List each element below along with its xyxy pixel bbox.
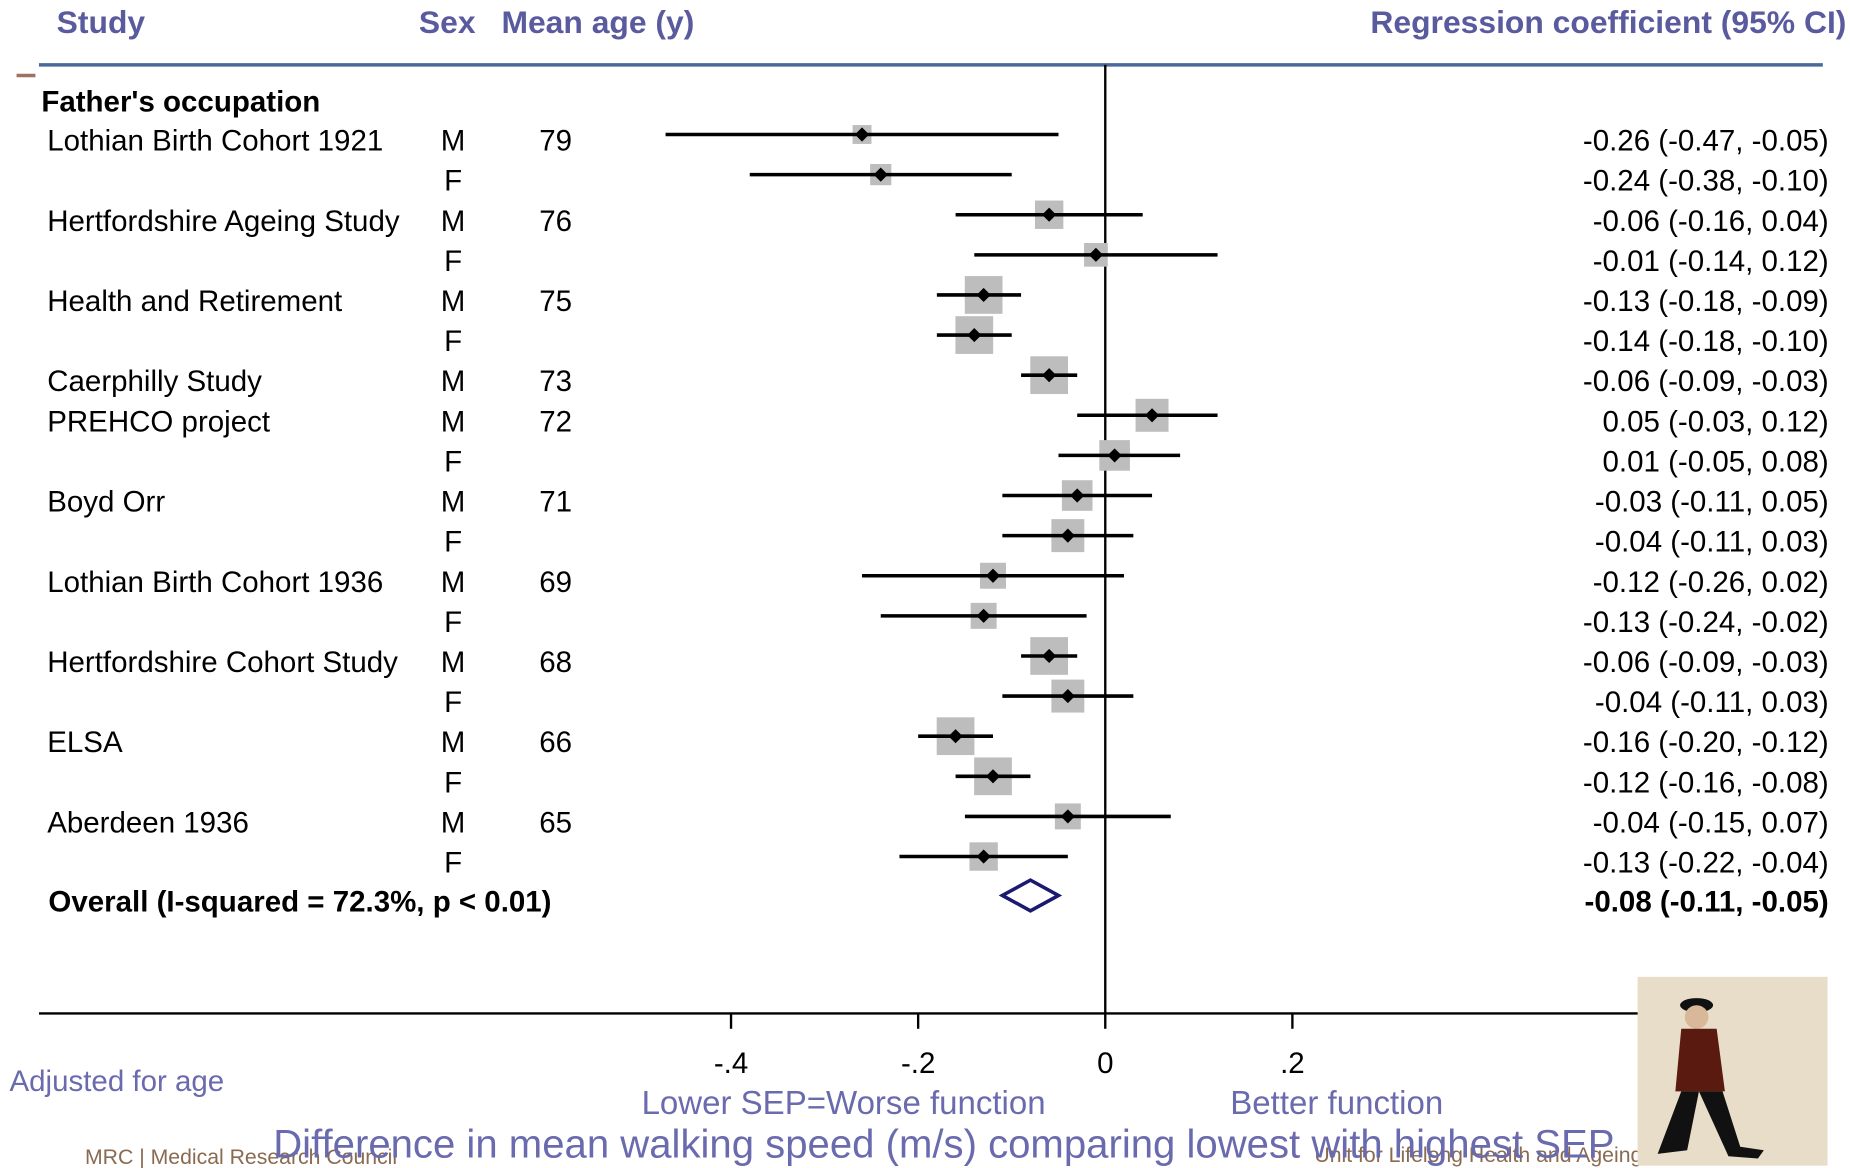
sex: F [444, 325, 462, 358]
section-title: Father's occupation [41, 86, 320, 119]
sex: M [441, 125, 466, 158]
sex: M [441, 726, 466, 759]
left-note: Lower SEP=Worse function [642, 1084, 1046, 1121]
sex: F [444, 445, 462, 478]
study-name: Lothian Birth Cohort 1936 [47, 566, 383, 599]
estimate-label: -0.06 (-0.09, -0.03) [1583, 365, 1829, 398]
estimate-label: -0.06 (-0.09, -0.03) [1583, 646, 1829, 679]
estimate-label: -0.13 (-0.18, -0.09) [1583, 285, 1829, 318]
sex: F [444, 847, 462, 880]
footer-left: MRC | Medical Research Council [85, 1146, 397, 1168]
mean-age: 73 [539, 365, 572, 398]
sex: F [444, 766, 462, 799]
point-estimate [1070, 488, 1085, 503]
footer-right: Unit for Lifelong Health and Ageing [1314, 1144, 1642, 1167]
x-tick-label: .2 [1280, 1047, 1305, 1080]
sex: M [441, 365, 466, 398]
header-age: Mean age (y) [501, 4, 694, 40]
sex: F [444, 165, 462, 198]
point-estimate [1060, 809, 1075, 824]
illustration [1637, 976, 1828, 1166]
mean-age: 79 [539, 125, 572, 158]
point-estimate [1088, 247, 1103, 262]
estimate-label: 0.01 (-0.05, 0.08) [1603, 445, 1829, 478]
sex: M [441, 486, 466, 519]
point-estimate [854, 127, 870, 142]
right-note: Better function [1230, 1084, 1443, 1121]
header-study: Study [57, 4, 146, 40]
point-estimate [1060, 689, 1075, 704]
estimate-label: -0.06 (-0.16, 0.04) [1593, 205, 1829, 238]
study-name: Aberdeen 1936 [47, 806, 249, 839]
sex: M [441, 285, 466, 318]
mean-age: 75 [539, 285, 572, 318]
estimate-label: -0.24 (-0.38, -0.10) [1583, 165, 1829, 198]
estimate-label: -0.16 (-0.20, -0.12) [1583, 726, 1829, 759]
x-axis-title: Difference in mean walking speed (m/s) c… [273, 1122, 1614, 1166]
study-name: Hertfordshire Cohort Study [47, 646, 398, 679]
point-estimate [976, 608, 991, 623]
point-estimate [1060, 528, 1075, 543]
header-estimate: Regression coefficient (95% CI) [1370, 4, 1846, 40]
header-sex: Sex [419, 4, 476, 40]
mean-age: 76 [539, 205, 572, 238]
study-name: Caerphilly Study [47, 365, 262, 398]
mean-age: 69 [539, 566, 572, 599]
point-estimate [985, 568, 1001, 583]
mean-age: 68 [539, 646, 572, 679]
study-name: Lothian Birth Cohort 1921 [47, 125, 383, 158]
point-estimate [1144, 408, 1160, 423]
estimate-label: -0.14 (-0.18, -0.10) [1583, 325, 1829, 358]
estimate-label: -0.04 (-0.15, 0.07) [1593, 806, 1829, 839]
estimate-label: -0.03 (-0.11, 0.05) [1595, 486, 1829, 519]
study-name: Hertfordshire Ageing Study [47, 205, 400, 238]
x-tick-label: -.4 [714, 1047, 748, 1080]
point-estimate [873, 167, 888, 182]
sex: F [444, 606, 462, 639]
point-estimate [976, 287, 991, 303]
study-name: Boyd Orr [47, 486, 165, 519]
footnote: Adjusted for age [9, 1065, 224, 1098]
sex: M [441, 806, 466, 839]
estimate-label: -0.01 (-0.14, 0.12) [1593, 245, 1829, 278]
estimate-label: -0.12 (-0.16, -0.08) [1583, 766, 1829, 799]
estimate-label: -0.26 (-0.47, -0.05) [1583, 125, 1829, 158]
estimate-label: -0.04 (-0.11, 0.03) [1595, 526, 1829, 559]
point-estimate [1107, 448, 1122, 463]
sex: F [444, 245, 462, 278]
x-tick-label: -.2 [901, 1047, 935, 1080]
sex: M [441, 566, 466, 599]
sex: M [441, 405, 466, 438]
mean-age: 72 [539, 405, 572, 438]
study-name: ELSA [47, 726, 123, 759]
sex: F [444, 526, 462, 559]
sex: F [444, 686, 462, 719]
study-name: Health and Retirement [47, 285, 342, 318]
overall-diamond [998, 878, 1063, 913]
study-name: PREHCO project [47, 405, 270, 438]
mean-age: 65 [539, 806, 572, 839]
estimate-label: -0.13 (-0.24, -0.02) [1583, 606, 1829, 639]
sex: M [441, 205, 466, 238]
mean-age: 71 [539, 486, 572, 519]
x-tick-label: 0 [1097, 1047, 1113, 1080]
overall-value-label: -0.08 (-0.11, -0.05) [1585, 886, 1829, 919]
mean-age: 66 [539, 726, 572, 759]
estimate-label: -0.04 (-0.11, 0.03) [1595, 686, 1829, 719]
estimate-label: -0.13 (-0.22, -0.04) [1583, 847, 1829, 880]
estimate-label: -0.12 (-0.26, 0.02) [1593, 566, 1829, 599]
estimate-label: 0.05 (-0.03, 0.12) [1603, 405, 1829, 438]
overall-label: Overall (I-squared = 72.3%, p < 0.01) [48, 886, 551, 919]
point-estimate [985, 769, 1001, 784]
sex: M [441, 646, 466, 679]
